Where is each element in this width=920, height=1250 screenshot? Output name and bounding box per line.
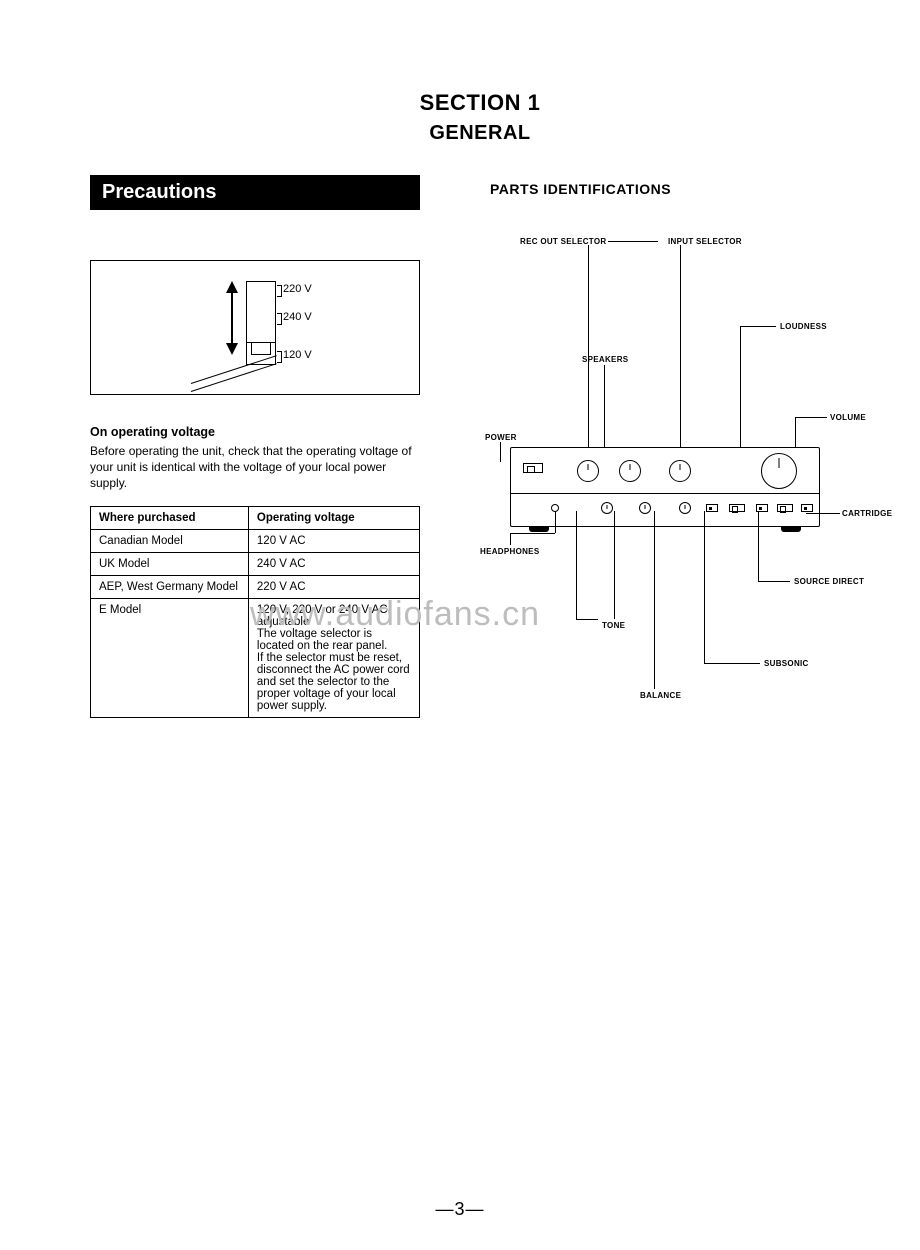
switch-icon xyxy=(729,504,745,512)
section-heading: SECTION 1 GENERAL xyxy=(90,90,870,145)
leader-line xyxy=(680,245,681,462)
front-panel xyxy=(510,447,820,527)
small-knob-icon xyxy=(639,502,651,514)
bracket-icon xyxy=(277,313,282,325)
parts-identifications-title: PARTS IDENTIFICATIONS xyxy=(490,181,900,197)
label-cartridge: CARTRIDGE xyxy=(842,509,892,518)
knob-icon xyxy=(619,460,641,482)
label-subsonic: SUBSONIC xyxy=(764,659,809,668)
page-root: SECTION 1 GENERAL Precautions 220 V 240 … xyxy=(0,0,920,1250)
selector-body xyxy=(246,281,276,343)
parts-diagram: REC OUT SELECTOR INPUT SELECTOR LOUDNESS… xyxy=(480,237,900,707)
table-cell: AEP, West Germany Model xyxy=(91,575,249,598)
voltage-label-120: 120 V xyxy=(283,349,312,361)
columns: Precautions 220 V 240 V 120 V On operati… xyxy=(90,175,870,718)
label-tone: TONE xyxy=(602,621,625,630)
leader-line xyxy=(510,533,511,545)
label-volume: VOLUME xyxy=(830,413,866,422)
screwdriver-line xyxy=(191,355,277,384)
leader-line xyxy=(704,511,705,663)
switch-icon xyxy=(706,504,718,512)
label-headphones: HEADPHONES xyxy=(480,547,539,556)
leader-line xyxy=(576,511,577,619)
leader-line xyxy=(576,619,598,620)
selector-slot-inner xyxy=(251,343,271,355)
leader-line xyxy=(740,326,776,327)
page-number: —3— xyxy=(0,1199,920,1220)
small-knob-icon xyxy=(679,502,691,514)
voltage-label-240: 240 V xyxy=(283,311,312,323)
leader-line xyxy=(510,533,555,534)
precautions-banner: Precautions xyxy=(90,175,420,210)
bracket-icon xyxy=(277,285,282,297)
label-loudness: LOUDNESS xyxy=(780,322,827,331)
leader-line xyxy=(704,663,760,664)
table-cell: 120 V AC xyxy=(248,529,419,552)
leader-line xyxy=(654,511,655,689)
table-cell: UK Model xyxy=(91,552,249,575)
leader-line xyxy=(500,442,501,462)
leader-line xyxy=(608,241,658,242)
leader-line xyxy=(806,513,840,514)
panel-foot xyxy=(529,527,549,532)
table-col-voltage: Operating voltage xyxy=(248,506,419,529)
table-row: E Model 120 V, 220 V or 240 V AC adjusta… xyxy=(91,598,420,717)
switch-icon xyxy=(777,504,793,512)
voltage-subheading: On operating voltage xyxy=(90,425,420,439)
bracket-icon xyxy=(277,351,282,363)
small-knob-icon xyxy=(601,502,613,514)
label-rec-out: REC OUT SELECTOR xyxy=(520,237,606,246)
leader-line xyxy=(555,511,556,533)
table-header-row: Where purchased Operating voltage xyxy=(91,506,420,529)
section-title: GENERAL xyxy=(90,122,870,145)
leader-line xyxy=(588,245,589,462)
voltage-body-text: Before operating the unit, check that th… xyxy=(90,443,420,492)
knob-icon xyxy=(577,460,599,482)
panel-foot xyxy=(781,527,801,532)
label-source-direct: SOURCE DIRECT xyxy=(794,577,864,586)
leader-line xyxy=(758,511,759,581)
voltage-selector-figure: 220 V 240 V 120 V xyxy=(90,260,420,395)
leader-line xyxy=(795,417,827,418)
section-number: SECTION 1 xyxy=(90,90,870,116)
leader-line xyxy=(758,581,790,582)
table-col-where: Where purchased xyxy=(91,506,249,529)
power-button-icon xyxy=(523,463,543,473)
label-balance: BALANCE xyxy=(640,691,681,700)
leader-line xyxy=(614,511,615,619)
table-row: Canadian Model 120 V AC xyxy=(91,529,420,552)
label-power: POWER xyxy=(485,433,517,442)
table-row: AEP, West Germany Model 220 V AC xyxy=(91,575,420,598)
table-cell: Canadian Model xyxy=(91,529,249,552)
table-cell: E Model xyxy=(91,598,249,717)
panel-top-row xyxy=(511,448,819,494)
switch-icon xyxy=(801,504,813,512)
voltage-label-220: 220 V xyxy=(283,283,312,295)
knob-icon xyxy=(669,460,691,482)
table-cell: 120 V, 220 V or 240 V AC adjustable The … xyxy=(248,598,419,717)
volume-knob-icon xyxy=(761,453,797,489)
voltage-table: Where purchased Operating voltage Canadi… xyxy=(90,506,420,718)
table-cell: 220 V AC xyxy=(248,575,419,598)
arrow-icon xyxy=(231,283,233,353)
table-row: UK Model 240 V AC xyxy=(91,552,420,575)
leader-line xyxy=(604,365,605,460)
table-cell: 240 V AC xyxy=(248,552,419,575)
right-column: PARTS IDENTIFICATIONS REC OUT SELECTOR I… xyxy=(480,175,900,718)
left-column: Precautions 220 V 240 V 120 V On operati… xyxy=(90,175,420,718)
